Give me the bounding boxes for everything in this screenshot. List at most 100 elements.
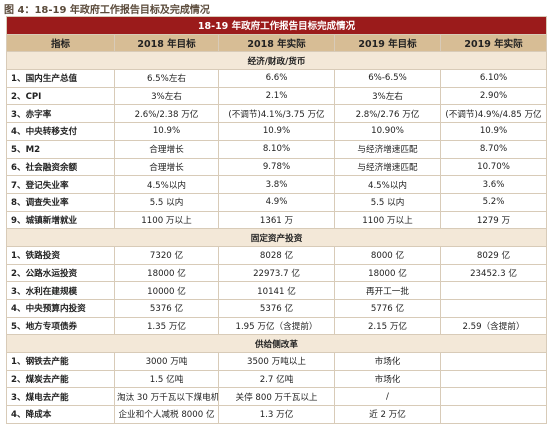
- value-cell: 6%-6.5%: [334, 69, 441, 88]
- section-title: 供给侧改革: [5, 334, 548, 354]
- value-cell: 23452.3 亿: [439, 263, 548, 283]
- value-cell: 2.59（含提前）: [439, 316, 548, 336]
- data-row: 1、铁路投资 7320 亿 8028 亿 8000 亿 8029 亿: [6, 245, 548, 265]
- value-cell: 10.90%: [334, 122, 441, 141]
- indicator-cell: 1、铁路投资: [6, 245, 115, 265]
- value-cell: 1361 万: [218, 210, 335, 230]
- indicator-cell: 5、地方专项债券: [6, 316, 115, 336]
- indicator-cell: 4、中央预算内投资: [6, 299, 115, 318]
- indicator-cell: 9、城镇新增就业: [6, 210, 115, 230]
- value-cell: 10.70%: [439, 157, 548, 177]
- data-row: 5、地方专项债券 1.35 万亿 1.95 万亿（含提前） 2.15 万亿 2.59（含…: [6, 316, 548, 336]
- value-cell: 9.78%: [218, 157, 335, 177]
- value-cell: 22973.7 亿: [218, 263, 335, 283]
- header-cell: 指标: [6, 33, 115, 53]
- value-cell: 1.5 亿吨: [114, 369, 219, 389]
- header-cell: 2018 年目标: [114, 33, 219, 53]
- data-row: 3、水利在建规模 10000 亿 10141 亿再开工一批: [6, 281, 548, 300]
- value-cell: 8028 亿: [218, 245, 335, 265]
- value-cell: 淘汰 30 万千瓦以下煤电机组: [114, 387, 219, 407]
- value-cell: (不调节)4.9%/4.85 万亿: [439, 104, 548, 124]
- title-row: 18-19 年政府工作报告目标完成情况: [5, 16, 548, 35]
- data-row: 2、CPI 3%左右 2.1% 3%左右 2.90%: [6, 86, 548, 106]
- value-cell: 1.35 万亿: [114, 316, 219, 336]
- value-cell: [439, 281, 548, 300]
- value-cell: 10.9%: [439, 122, 548, 141]
- value-cell: 与经济增速匹配: [334, 139, 441, 159]
- indicator-cell: 4、中央转移支付: [6, 122, 115, 141]
- value-cell: 5776 亿: [334, 299, 441, 318]
- value-cell: 合理增长: [114, 139, 219, 159]
- value-cell: 5.2%: [439, 192, 548, 212]
- value-cell: 3000 万吨: [114, 352, 219, 371]
- data-row: 8、调查失业率 5.5 以内 4.9% 5.5 以内 5.2%: [6, 192, 548, 212]
- indicator-cell: 3、煤电去产能: [6, 387, 115, 407]
- value-cell: 3.8%: [218, 175, 335, 194]
- data-row: 4、中央转移支付 10.9% 10.9% 10.90% 10.9%: [6, 122, 548, 141]
- value-cell: 10.9%: [218, 122, 335, 141]
- value-cell: 10000 亿: [114, 281, 219, 300]
- value-cell: [439, 387, 548, 407]
- data-row: 5、M2 合理增长 8.10% 与经济增速匹配 8.70%: [6, 139, 548, 159]
- value-cell: 10141 亿: [218, 281, 335, 300]
- value-cell: [439, 352, 548, 371]
- value-cell: [439, 299, 548, 318]
- value-cell: 2.6%/2.38 万亿: [114, 104, 219, 124]
- value-cell: 4.9%: [218, 192, 335, 212]
- header-cell: 2018 年实际: [218, 33, 335, 53]
- indicator-cell: 6、社会融资余额: [6, 157, 115, 177]
- data-row: 4、中央预算内投资 5376 亿 5376 亿 5776 亿: [6, 299, 548, 318]
- data-row: 7、登记失业率 4.5%以内 3.8% 4.5%以内 3.6%: [6, 175, 548, 194]
- data-row: 9、城镇新增就业 1100 万以上 1361 万 1100 万以上 1279 万: [6, 210, 548, 230]
- header-cell: 2019 年实际: [439, 33, 548, 53]
- value-cell: 与经济增速匹配: [334, 157, 441, 177]
- indicator-cell: 2、公路水运投资: [6, 263, 115, 283]
- section-row: 经济/财政/货币: [5, 51, 548, 71]
- section-row: 固定资产投资: [5, 228, 548, 247]
- section-row: 供给侧改革: [5, 334, 548, 354]
- header-cell: 2019 年目标: [334, 33, 441, 53]
- value-cell: 合理增长: [114, 157, 219, 177]
- value-cell: 关停 800 万千瓦以上: [218, 387, 335, 407]
- data-row: 2、公路水运投资 18000 亿 22973.7 亿 18000 亿 23452.3 亿: [6, 263, 548, 283]
- indicator-cell: 1、钢铁去产能: [6, 352, 115, 371]
- header-row: 指标 2018 年目标 2018 年实际 2019 年目标 2019 年实际: [6, 33, 548, 53]
- value-cell: 5.5 以内: [334, 192, 441, 212]
- value-cell: 1100 万以上: [334, 210, 441, 230]
- value-cell: 4.5%以内: [114, 175, 219, 194]
- table-title: 18-19 年政府工作报告目标完成情况: [5, 16, 548, 35]
- value-cell: 4.5%以内: [334, 175, 441, 194]
- data-row: 1、钢铁去产能 3000 万吨 3500 万吨以上 市场化: [6, 352, 548, 371]
- value-cell: [439, 369, 548, 389]
- section-title: 经济/财政/货币: [5, 51, 548, 71]
- value-cell: 市场化: [334, 369, 441, 389]
- value-cell: 2.1%: [218, 86, 335, 106]
- value-cell: 2.8%/2.76 万亿: [334, 104, 441, 124]
- indicator-cell: 5、M2: [6, 139, 115, 159]
- indicator-cell: 2、CPI: [6, 86, 115, 106]
- section-title: 固定资产投资: [5, 228, 548, 247]
- value-cell: 市场化: [334, 352, 441, 371]
- value-cell: 1279 万: [439, 210, 548, 230]
- value-cell: 18000 亿: [334, 263, 441, 283]
- caption: 图 4：18-19 年政府工作报告目标及完成情况: [4, 5, 210, 16]
- value-cell: 1100 万以上: [114, 210, 219, 230]
- value-cell: 8029 亿: [439, 245, 548, 265]
- value-cell: 5376 亿: [218, 299, 335, 318]
- value-cell: 18000 亿: [114, 263, 219, 283]
- value-cell: 8.70%: [439, 139, 548, 159]
- value-cell: 3%左右: [114, 86, 219, 106]
- value-cell: 6.10%: [439, 69, 548, 88]
- value-cell: 2.15 万亿: [334, 316, 441, 336]
- indicator-cell: 2、煤炭去产能: [6, 369, 115, 389]
- value-cell: 3%左右: [334, 86, 441, 106]
- value-cell: 1.95 万亿（含提前）: [218, 316, 335, 336]
- data-row: 3、赤字率 2.6%/2.38 万亿 (不调节)4.1%/3.75 万亿 2.8%/2…: [6, 104, 548, 124]
- value-cell: (不调节)4.1%/3.75 万亿: [218, 104, 335, 124]
- indicator-cell: 3、赤字率: [6, 104, 115, 124]
- value-cell: 6.6%: [218, 69, 335, 88]
- indicator-cell: 8、调查失业率: [6, 192, 115, 212]
- value-cell: 3500 万吨以上: [218, 352, 335, 371]
- data-row: 4、降成本 企业和个人减税 8000 亿 1.3 万亿近 2 万亿: [6, 405, 548, 424]
